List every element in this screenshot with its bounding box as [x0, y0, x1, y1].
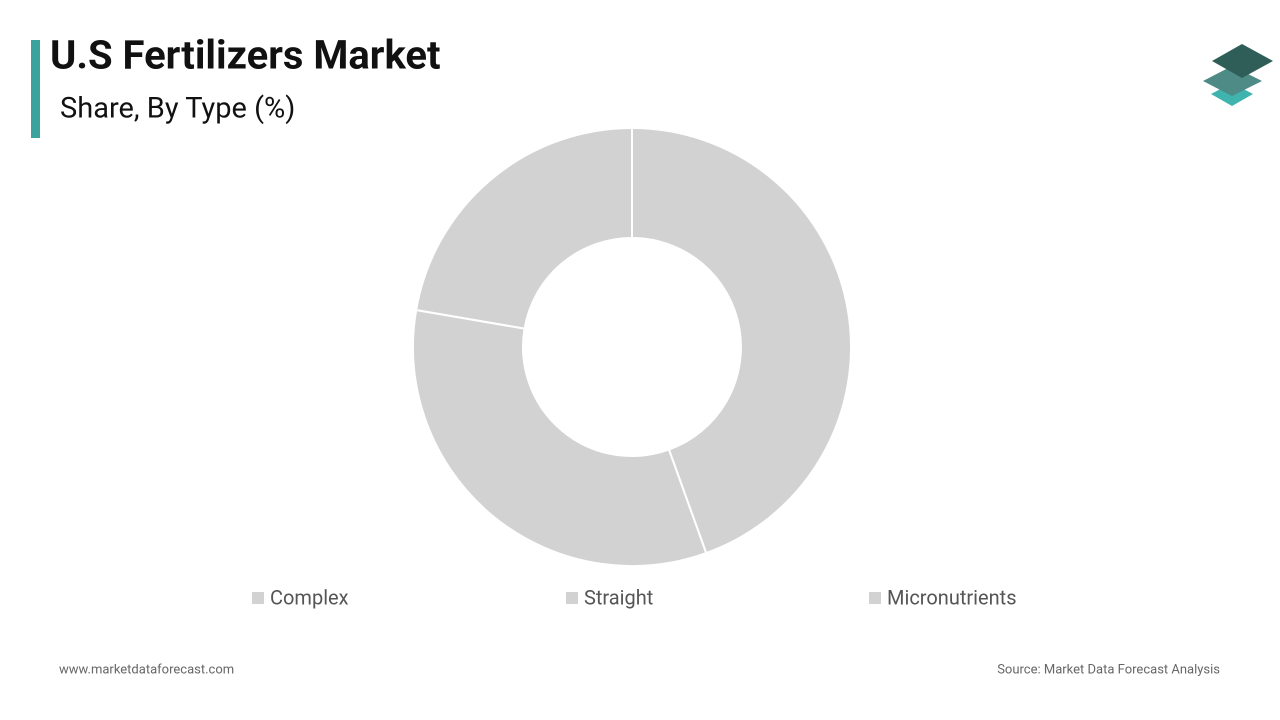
legend-label: Straight [584, 585, 653, 609]
chart-subtitle: Share, By Type (%) [60, 92, 295, 126]
title-accent [31, 40, 40, 138]
donut-slice [414, 126, 633, 330]
chart-title: U.S Fertilizers Market [50, 32, 441, 79]
legend-swatch [566, 592, 578, 604]
legend-swatch [869, 592, 881, 604]
legend-label: Complex [270, 585, 349, 609]
logo [1203, 44, 1273, 106]
donut-slice [412, 308, 708, 567]
legend-label: Micronutrients [887, 585, 1017, 609]
footer-site: www.marketdataforecast.com [59, 662, 234, 677]
legend-swatch [252, 592, 264, 604]
footer-source: Source: Market Data Forecast Analysis [997, 662, 1220, 677]
donut-slice [631, 126, 852, 555]
